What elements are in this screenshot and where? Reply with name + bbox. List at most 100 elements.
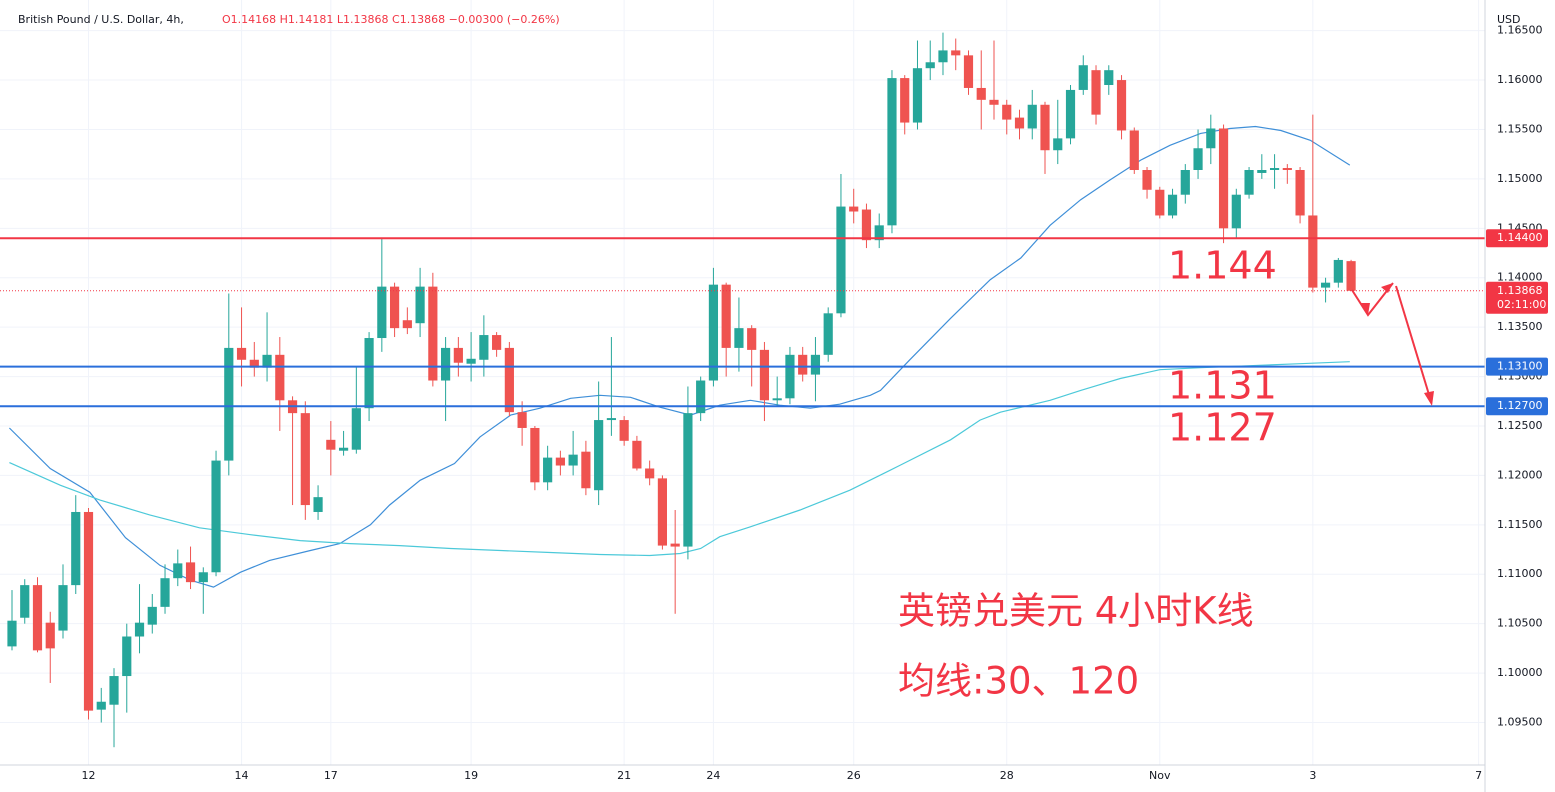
candle-body xyxy=(1333,259,1343,283)
y-tick-label: 1.15500 xyxy=(1497,122,1543,135)
candle-body xyxy=(83,511,94,711)
candle-body xyxy=(492,335,502,350)
candle-body xyxy=(976,87,986,100)
candle-body xyxy=(989,99,999,105)
candle-body xyxy=(887,78,897,226)
candle-body xyxy=(708,284,719,381)
annotation: 1.131 xyxy=(1168,364,1277,408)
candle-body xyxy=(415,286,425,324)
last-price-label: 1.13868 xyxy=(1497,284,1543,297)
y-tick-label: 1.12500 xyxy=(1497,419,1543,432)
candle-body xyxy=(32,585,43,651)
x-tick-label: 26 xyxy=(847,769,861,782)
candle-body xyxy=(861,209,872,241)
candle-body xyxy=(1257,170,1267,173)
annotation: 1.127 xyxy=(1168,406,1277,450)
candle-body xyxy=(147,606,157,625)
candle-body xyxy=(1320,282,1331,288)
arrow-head xyxy=(1424,391,1434,406)
price-tag-label: 1.14400 xyxy=(1497,231,1543,244)
countdown: 02:11:00 xyxy=(1497,298,1546,311)
ohlc-legend: O1.14168 H1.14181 L1.13868 C1.13868 −0.0… xyxy=(222,13,560,26)
candle-body xyxy=(249,359,259,368)
candle-body xyxy=(211,460,221,573)
candle-body xyxy=(645,468,655,479)
candle-body xyxy=(747,328,757,350)
x-tick-label: 21 xyxy=(617,769,631,782)
candle-body xyxy=(275,354,285,401)
candle-body xyxy=(1206,128,1216,149)
candle-body xyxy=(1193,148,1203,170)
candle-body xyxy=(300,413,310,506)
candle-body xyxy=(1346,261,1356,291)
x-tick-label: 24 xyxy=(706,769,720,782)
x-tick-label: 19 xyxy=(464,769,478,782)
candle-body xyxy=(389,286,400,329)
last-price-tag xyxy=(1486,281,1548,314)
y-tick-label: 1.10000 xyxy=(1497,666,1543,679)
candle-body xyxy=(606,418,616,421)
annotation: 均线:30、120 xyxy=(898,660,1139,703)
y-tick-label: 1.15000 xyxy=(1497,172,1543,185)
candle-body xyxy=(1269,168,1280,170)
y-tick-label: 1.12000 xyxy=(1497,468,1543,481)
chart-title: British Pound / U.S. Dollar, 4h, xyxy=(18,13,184,26)
candle-body xyxy=(734,328,744,348)
candle-body xyxy=(1116,80,1127,131)
candle-body xyxy=(109,676,119,705)
candle-body xyxy=(1040,104,1050,151)
candle-body xyxy=(543,457,553,483)
candle-body xyxy=(785,354,795,399)
candle-body xyxy=(1295,170,1305,216)
candle-body xyxy=(441,347,451,381)
candle-body xyxy=(619,420,629,441)
x-tick-label: 3 xyxy=(1309,769,1316,782)
x-tick-label: 17 xyxy=(324,769,338,782)
candle-body xyxy=(58,585,68,631)
candle-body xyxy=(798,354,808,375)
candle-body xyxy=(262,354,272,368)
candle-body xyxy=(236,347,247,360)
candle-body xyxy=(96,701,106,710)
candle-body xyxy=(134,622,145,637)
candle-body xyxy=(1065,89,1076,139)
price-tag-label: 1.13100 xyxy=(1497,360,1543,373)
candle-body xyxy=(1129,130,1139,170)
candle-body xyxy=(938,50,948,63)
axis: 1.09500 1.10000 1.10500 1.11000 1.11500 1.120… xyxy=(82,24,1548,782)
candle-body xyxy=(594,420,604,491)
candle-body xyxy=(1027,104,1037,129)
x-tick-label: Nov xyxy=(1149,769,1171,782)
candle-body xyxy=(696,380,706,414)
candle-body xyxy=(900,78,910,123)
candle-body xyxy=(185,562,196,583)
y-tick-label: 1.09500 xyxy=(1497,716,1543,729)
candle-body xyxy=(1104,70,1114,85)
candle-body xyxy=(313,497,323,512)
candle-body xyxy=(20,585,30,618)
arrow-head xyxy=(1361,303,1370,315)
candle-body xyxy=(1053,138,1063,151)
candle-body xyxy=(1231,194,1241,229)
y-tick-label: 1.14000 xyxy=(1497,271,1543,284)
moving-average xyxy=(9,361,1350,557)
candle-body xyxy=(555,457,565,466)
candle-body xyxy=(224,347,234,461)
y-tick-label: 1.10500 xyxy=(1497,617,1543,630)
candle-body xyxy=(428,286,438,381)
annotation: 英镑兑美元 4小时K线 xyxy=(898,590,1254,633)
candle-body xyxy=(326,439,336,450)
x-tick-label: 28 xyxy=(1000,769,1014,782)
candle-body xyxy=(963,55,974,88)
candle-body xyxy=(823,313,833,355)
candle-body xyxy=(71,511,81,586)
candle-body xyxy=(402,320,412,329)
candle-body xyxy=(377,286,387,339)
candle-body xyxy=(683,413,693,547)
price-tag xyxy=(1486,397,1548,416)
y-tick-label: 1.11000 xyxy=(1497,567,1543,580)
candle-body xyxy=(1180,170,1190,195)
candle-body xyxy=(670,543,680,547)
candle-body xyxy=(1308,215,1318,288)
candle-body xyxy=(45,622,55,649)
